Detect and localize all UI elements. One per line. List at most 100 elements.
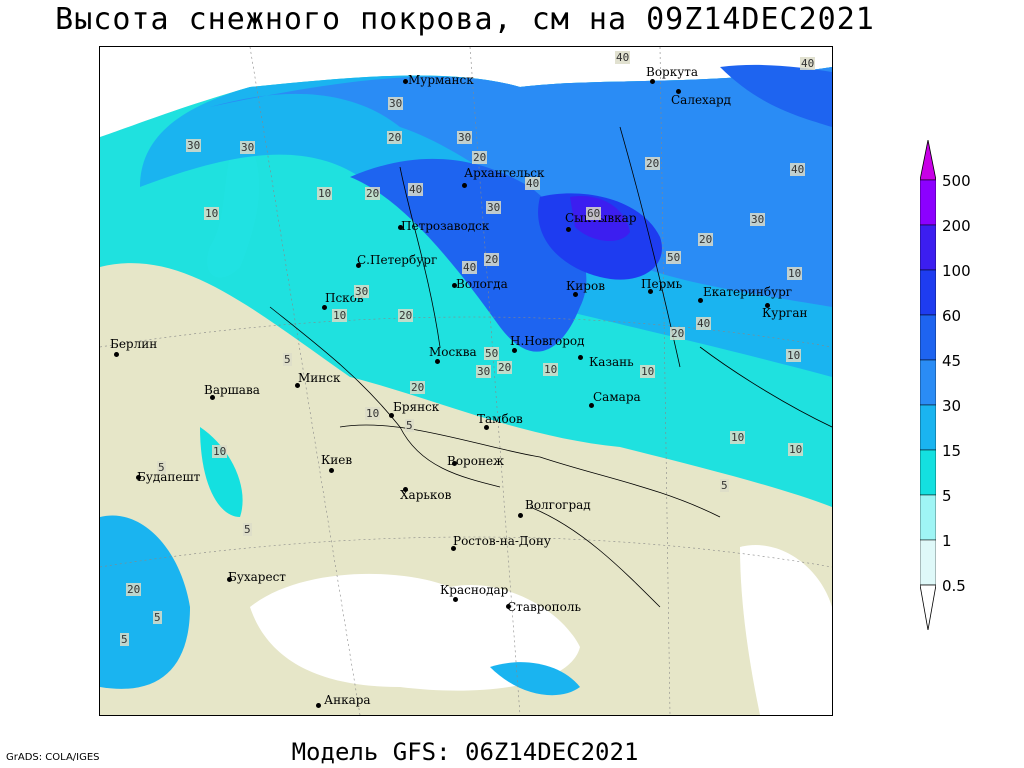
city-label: Архангельск [464, 166, 545, 180]
city-marker [676, 89, 681, 94]
contour-label: 30 [186, 139, 202, 152]
city-label: Воркута [646, 65, 699, 79]
contour-label: 10 [543, 363, 559, 376]
city-label: Харьков [400, 488, 452, 502]
city-marker [589, 403, 594, 408]
contour-label: 30 [476, 365, 492, 378]
contour-label: 50 [484, 347, 500, 360]
contour-label: 40 [790, 163, 806, 176]
city-label: Воронеж [447, 454, 505, 468]
city-label: Екатеринбург [703, 285, 793, 299]
city-label: Волгоград [525, 498, 591, 512]
city-marker [227, 577, 232, 582]
city-marker [136, 475, 141, 480]
city-label: Бухарест [228, 570, 286, 584]
contour-label: 5 [405, 419, 414, 432]
contour-label: 20 [645, 157, 661, 170]
city-marker [295, 383, 300, 388]
legend-label: 30 [942, 397, 962, 415]
city-marker [329, 468, 334, 473]
contour-label: 20 [484, 253, 500, 266]
city-marker [573, 292, 578, 297]
legend-band [920, 404, 936, 451]
contour-label: 20 [398, 309, 414, 322]
map-canvas [100, 47, 832, 715]
legend-band [920, 494, 936, 541]
city-marker [484, 425, 489, 430]
contour-label: 20 [670, 327, 686, 340]
city-marker [506, 604, 511, 609]
legend-label: 0.5 [942, 577, 966, 595]
contour-label: 10 [204, 207, 220, 220]
city-marker [452, 461, 457, 466]
city-marker [322, 305, 327, 310]
city-marker [435, 359, 440, 364]
city-marker [451, 546, 456, 551]
city-marker [453, 597, 458, 602]
city-marker [210, 395, 215, 400]
legend-label: 500 [942, 172, 971, 190]
legend-label: 45 [942, 352, 962, 370]
contour-label: 40 [462, 261, 478, 274]
contour-label: 10 [788, 443, 804, 456]
city-marker [512, 348, 517, 353]
contour-label: 20 [698, 233, 714, 246]
city-label: Самара [593, 390, 641, 404]
city-marker [698, 298, 703, 303]
city-label: Петрозаводск [401, 219, 490, 233]
city-marker [648, 289, 653, 294]
contour-label: 5 [243, 523, 252, 536]
legend-label: 60 [942, 307, 962, 325]
city-marker [518, 513, 523, 518]
contour-label: 20 [387, 131, 403, 144]
snow-carpathians [200, 427, 243, 517]
city-label: Будапешт [137, 470, 201, 484]
contour-label: 5 [157, 461, 166, 474]
contour-label: 10 [730, 431, 746, 444]
city-label: Казань [589, 355, 634, 369]
city-marker [650, 79, 655, 84]
contour-label: 60 [586, 207, 602, 220]
city-label: Киров [566, 279, 605, 293]
city-marker [114, 352, 119, 357]
city-label: Варшава [204, 383, 260, 397]
city-label: Берлин [110, 337, 158, 351]
city-label: Брянск [393, 400, 440, 414]
city-marker [403, 79, 408, 84]
legend-label: 5 [942, 487, 952, 505]
city-label: Ставрополь [507, 600, 582, 614]
contour-label: 10 [786, 349, 802, 362]
legend-label: 100 [942, 262, 971, 280]
contour-label: 30 [750, 213, 766, 226]
contour-label: 30 [388, 97, 404, 110]
legend-top-arrow [920, 140, 936, 181]
legend-label: 200 [942, 217, 971, 235]
legend-band [920, 224, 936, 271]
city-marker [356, 263, 361, 268]
contour-label: 10 [365, 407, 381, 420]
city-label: Курган [762, 306, 808, 320]
snow-depth-map: Мурманск Воркута Салехард Архангельск Пе… [99, 46, 833, 716]
arctic-ocean [100, 47, 832, 137]
snow-caucasus [490, 662, 580, 696]
contour-label: 20 [365, 187, 381, 200]
city-marker [578, 355, 583, 360]
city-label: Минск [298, 371, 341, 385]
legend-band [920, 449, 936, 496]
city-label: Киев [321, 453, 353, 467]
contour-label: 30 [486, 201, 502, 214]
city-label: Москва [429, 345, 477, 359]
contour-label: 40 [408, 183, 424, 196]
map-title: Высота снежного покрова, см на 09Z14DEC2… [55, 2, 875, 37]
contour-label: 50 [666, 251, 682, 264]
city-label: С.Петербург [357, 253, 438, 267]
contour-label: 5 [153, 611, 162, 624]
legend-label: 15 [942, 442, 962, 460]
city-label: Вологда [456, 277, 508, 291]
borders [269, 126, 832, 608]
city-marker [403, 487, 408, 492]
contour-label: 5 [720, 479, 729, 492]
city-label: Н.Новгород [510, 334, 585, 348]
contour-label: 30 [457, 131, 473, 144]
city-marker [316, 703, 321, 708]
